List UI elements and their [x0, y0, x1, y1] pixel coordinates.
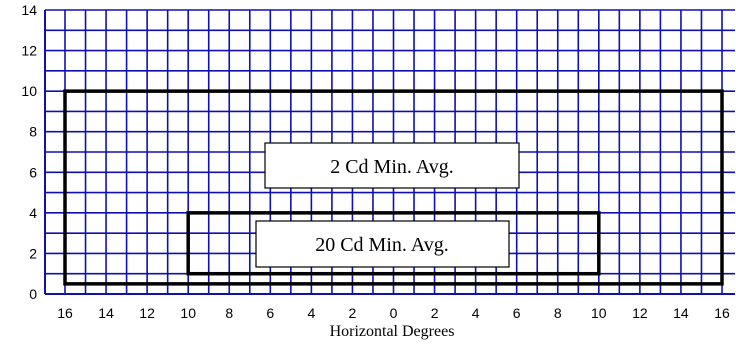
- x-tick-label: 0: [390, 305, 398, 321]
- x-tick-label: 4: [472, 305, 480, 321]
- region-2cd-label: 2 Cd Min. Avg.: [330, 156, 454, 178]
- x-tick-label: 14: [673, 305, 689, 321]
- x-tick-label: 2: [431, 305, 439, 321]
- y-tick-label: 14: [21, 2, 37, 18]
- x-axis-ticks: 16 14 12 10 8 6 4 2 0 2 4 6 8 10 12 14 16: [57, 305, 730, 321]
- y-tick-label: 10: [21, 83, 37, 99]
- x-tick-label: 16: [714, 305, 730, 321]
- region-20cd-label-box: [255, 220, 510, 268]
- y-tick-label: 2: [29, 245, 37, 261]
- region-20cd-outline: [186, 211, 601, 276]
- y-tick-label: 8: [29, 124, 37, 140]
- region-2cd-outline: [63, 89, 724, 286]
- x-tick-label: 4: [308, 305, 316, 321]
- x-tick-label: 6: [513, 305, 521, 321]
- x-axis-label: Horizontal Degrees: [330, 323, 455, 340]
- y-axis-ticks: 0 2 4 6 8 10 12 14: [21, 2, 37, 302]
- region-20cd-label: 20 Cd Min. Avg.: [315, 234, 449, 256]
- y-tick-label: 4: [29, 205, 37, 221]
- x-tick-label: 6: [266, 305, 274, 321]
- x-tick-label: 12: [139, 305, 155, 321]
- x-tick-label: 14: [98, 305, 114, 321]
- region-2cd-label-box: [264, 142, 520, 189]
- y-tick-label: 12: [21, 43, 37, 59]
- x-tick-label: 10: [591, 305, 607, 321]
- x-tick-label: 12: [632, 305, 648, 321]
- x-tick-label: 8: [225, 305, 233, 321]
- x-tick-label: 8: [554, 305, 562, 321]
- y-tick-label: 0: [29, 286, 37, 302]
- x-tick-label: 2: [349, 305, 357, 321]
- x-tick-label: 16: [57, 305, 73, 321]
- y-tick-label: 6: [29, 164, 37, 180]
- x-tick-label: 10: [180, 305, 196, 321]
- regions: 2 Cd Min. Avg. 20 Cd Min. Avg.: [63, 89, 724, 286]
